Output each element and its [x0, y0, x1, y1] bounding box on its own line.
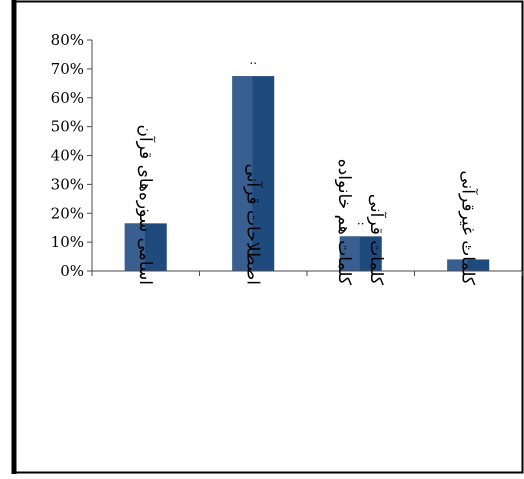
y-tick-label: 30% — [51, 175, 84, 193]
y-tick-label: 60% — [51, 89, 84, 107]
x-tick-label: کلمات قرآنی — [366, 194, 388, 286]
bar-highlight — [124, 223, 145, 271]
y-tick-label: 10% — [51, 233, 84, 251]
x-tick-label-group: اصطلاحات قرآنی — [242, 164, 264, 285]
x-tick-label: اصطلاحات قرآنی — [242, 164, 264, 285]
bar-highlight — [232, 76, 253, 271]
data-label: .. — [464, 236, 472, 250]
y-tick-label: 70% — [51, 60, 84, 78]
bars — [124, 76, 490, 271]
y-tick-label: 50% — [51, 118, 84, 136]
x-tick-label-group: اسامی سوره‌های قرآن — [135, 124, 157, 285]
x-tick-label-group: کلمات هم خانواده کلمات قرآنی — [334, 159, 388, 286]
y-tick-label: 0% — [60, 262, 84, 280]
bar-highlight — [447, 259, 468, 271]
data-label: .. — [142, 200, 150, 214]
data-label: .. — [249, 53, 257, 67]
data-label: .. — [357, 213, 365, 227]
y-axis: 0% 10% 20% 30% 40% 50% 60% 70% 80% — [51, 31, 93, 280]
x-tick-labels: اسامی سوره‌های قرآن اصطلاحات قرآنی کلمات ه… — [135, 124, 480, 285]
data-labels: ........ — [142, 53, 472, 250]
bar — [447, 259, 490, 271]
x-tick-label: کلمات غیرقرآنی — [457, 170, 479, 286]
x-tick-label: اسامی سوره‌های قرآن — [135, 124, 157, 285]
x-axis — [91, 270, 523, 276]
x-tick-label: کلمات هم خانواده — [334, 159, 354, 286]
y-tick-label: 80% — [51, 31, 84, 49]
bar-highlight — [339, 236, 360, 271]
y-tick-label: 40% — [51, 147, 84, 165]
x-tick-label-group: کلمات غیرقرآنی — [457, 170, 479, 286]
y-tick-label: 20% — [51, 204, 84, 222]
